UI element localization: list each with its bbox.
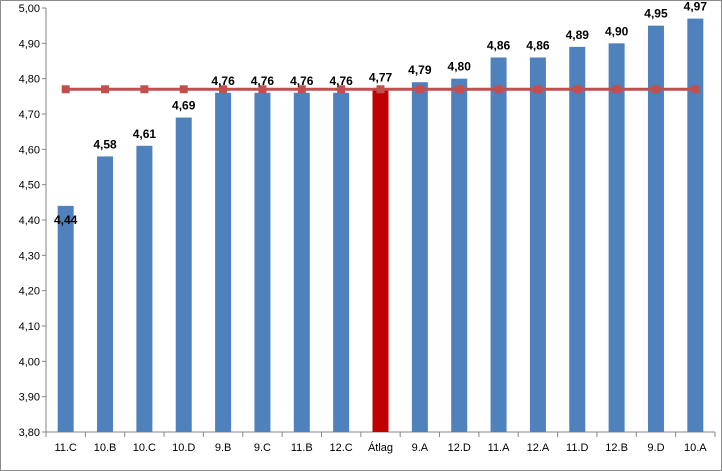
data-label: 4,80 (448, 60, 472, 74)
bar (97, 156, 114, 432)
bar (254, 92, 271, 433)
data-label: 4,76 (290, 74, 314, 88)
y-tick-label: 4,60 (19, 144, 40, 156)
y-tick-label: 4,70 (19, 109, 40, 121)
average-marker (258, 85, 267, 94)
x-tick-label: 10.C (133, 442, 156, 454)
y-tick-label: 4,80 (19, 74, 40, 86)
average-marker (455, 85, 464, 94)
bar (136, 145, 153, 433)
data-label: 4,76 (251, 74, 275, 88)
average-marker (179, 85, 188, 94)
bar (57, 205, 74, 432)
x-tick-label: 12.C (330, 442, 353, 454)
bar (451, 78, 468, 433)
average-marker (494, 85, 503, 94)
bar (215, 92, 232, 433)
x-tick-label: 11.A (488, 442, 510, 454)
x-tick-label: 9.B (215, 442, 232, 454)
x-tick-label: 11.B (291, 442, 313, 454)
x-tick-label: 9.D (647, 442, 664, 454)
data-label: 4,86 (487, 38, 511, 52)
x-tick-label: 11.C (54, 442, 76, 454)
x-tick-label: 9.A (412, 442, 429, 454)
y-tick-label: 4,90 (19, 38, 40, 50)
data-label: 4,89 (566, 28, 590, 42)
average-marker (337, 85, 346, 94)
bar (411, 82, 428, 432)
data-label: 4,95 (644, 7, 668, 21)
data-label: 4,69 (172, 99, 196, 113)
bar (293, 92, 310, 433)
bar (687, 18, 704, 432)
y-tick-label: 3,80 (19, 427, 40, 439)
bar-series (57, 18, 704, 433)
y-tick-label: 4,20 (19, 286, 40, 298)
bar (647, 25, 664, 433)
bar (175, 117, 192, 433)
y-tick-label: 4,00 (19, 356, 40, 368)
average-marker (297, 85, 306, 94)
average-marker (533, 85, 542, 94)
x-tick-label: 10.D (172, 442, 195, 454)
average-marker (415, 85, 424, 94)
x-tick-label: 11.D (566, 442, 588, 454)
bar (569, 46, 586, 432)
average-marker (612, 85, 621, 94)
x-tick-label: 12.A (527, 442, 550, 454)
data-label: 4,90 (605, 24, 629, 38)
x-tick-label: 10.B (94, 442, 117, 454)
data-label: 4,61 (133, 127, 157, 141)
data-label: 4,58 (93, 137, 117, 151)
x-tick-label: Átlag (368, 441, 393, 454)
data-label: 4,79 (408, 63, 432, 77)
y-tick-label: 5,00 (19, 3, 40, 15)
average-marker (61, 85, 70, 94)
y-tick-label: 4,50 (19, 180, 40, 192)
average-marker (376, 85, 385, 94)
bar (333, 92, 350, 433)
average-marker (219, 85, 228, 94)
data-label: 4,76 (211, 74, 235, 88)
x-axis: 11.C 10.B 10.C 10.D 9.B 9.C 11.B 12.C Átlag 9.A 12… (45, 431, 716, 454)
y-tick-label: 4,10 (19, 321, 40, 333)
y-axis: 3,80 3,90 4,00 4,10 4,20 4,30 4,40 4,50 4,60 4,70… (19, 3, 47, 439)
y-tick-label: 3,90 (19, 392, 40, 404)
x-tick-label: 9.C (254, 442, 271, 454)
x-tick-label: 12.D (448, 442, 471, 454)
data-label: 4,86 (526, 38, 550, 52)
data-label: 4,44 (54, 213, 78, 227)
x-tick-label: 12.B (605, 442, 628, 454)
bar (529, 57, 546, 432)
average-marker (140, 85, 149, 94)
average-marker (691, 85, 700, 94)
average-marker (573, 85, 582, 94)
data-label: 4,77 (369, 70, 393, 84)
y-tick-label: 4,30 (19, 250, 40, 262)
data-label: 4,76 (329, 74, 353, 88)
bar-average (372, 89, 389, 433)
average-marker (651, 85, 660, 94)
average-marker (101, 85, 110, 94)
data-labels: 4,44 4,58 4,61 4,69 4,76 4,76 4,76 4,76 4,77 4,79… (54, 0, 707, 227)
bar (490, 57, 507, 432)
y-tick-label: 4,40 (19, 215, 40, 227)
bar (608, 43, 625, 432)
x-tick-label: 10.A (684, 442, 707, 454)
data-label: 4,97 (684, 0, 708, 14)
average-line-series (61, 85, 700, 94)
